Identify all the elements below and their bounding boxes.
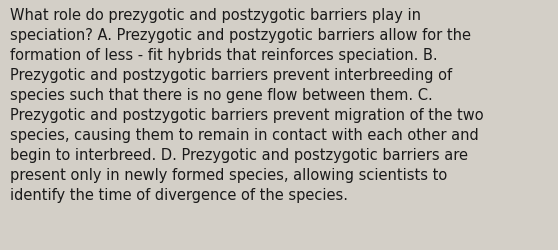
Text: What role do prezygotic and postzygotic barriers play in
speciation? A. Prezygot: What role do prezygotic and postzygotic … bbox=[10, 8, 484, 202]
